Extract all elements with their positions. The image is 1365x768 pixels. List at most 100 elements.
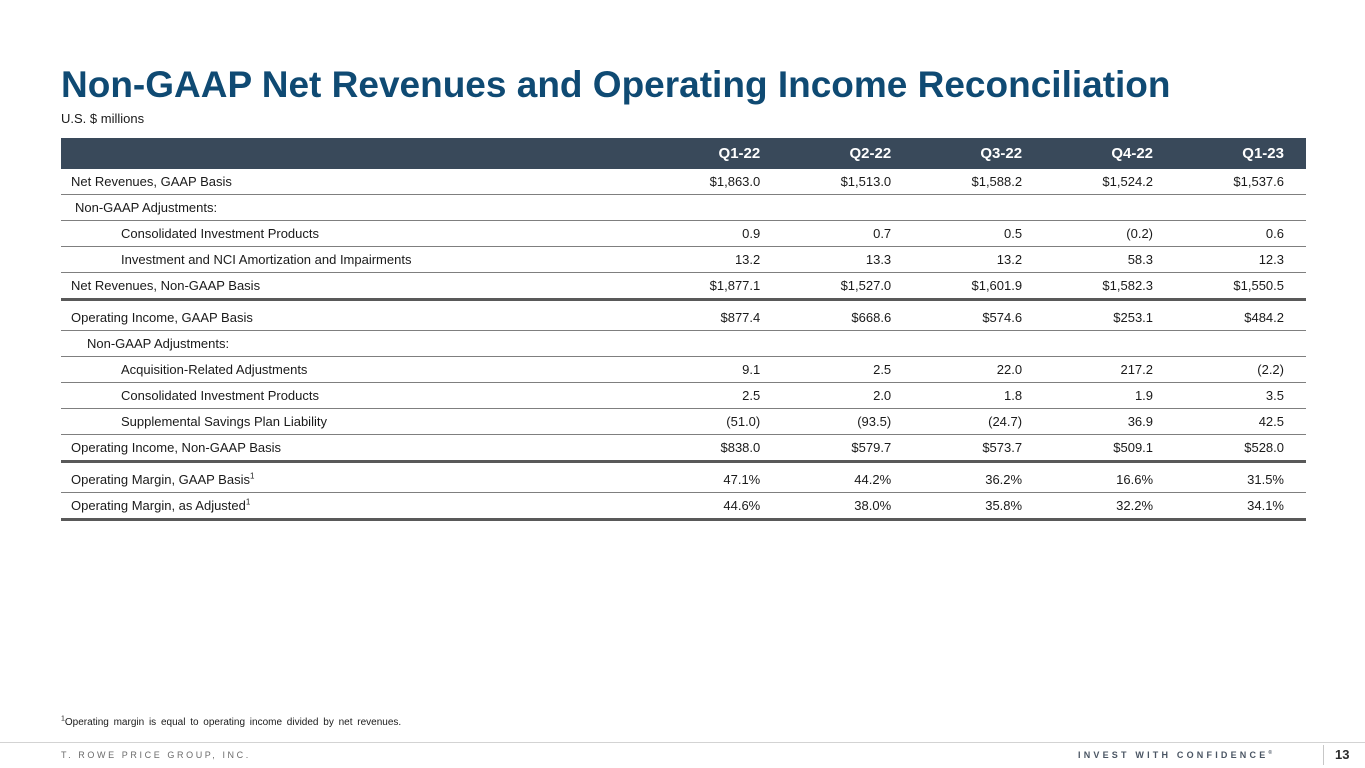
table-cell: 16.6% xyxy=(1044,461,1176,493)
column-header: Q2-22 xyxy=(782,138,914,169)
table-cell xyxy=(782,330,914,357)
company-name: T. ROWE PRICE GROUP, INC. xyxy=(61,750,251,760)
table-cell: $528.0 xyxy=(1175,434,1306,463)
table-cell: 58.3 xyxy=(1044,246,1176,273)
table-cell: 0.7 xyxy=(782,220,914,247)
row-label: Acquisition-Related Adjustments xyxy=(61,356,652,383)
table-cell: $484.2 xyxy=(1175,299,1306,331)
table-cell: $509.1 xyxy=(1044,434,1176,463)
registered-mark: ® xyxy=(1268,750,1273,756)
table-cell: 22.0 xyxy=(913,356,1045,383)
footer-divider xyxy=(0,742,1365,743)
page-subtitle: U.S. $ millions xyxy=(61,111,145,126)
table-cell: 13.3 xyxy=(782,246,914,273)
reconciliation-table: Q1-22 Q2-22 Q3-22 Q4-22 Q1-23 Net Revenu… xyxy=(61,138,1306,521)
table-cell: 12.3 xyxy=(1175,246,1306,273)
row-label: Operating Margin, as Adjusted1 xyxy=(61,492,652,521)
table-cell: $579.7 xyxy=(782,434,914,463)
footnote-marker: 1 xyxy=(61,715,65,723)
footnote-marker: 1 xyxy=(245,497,251,507)
table-row: Acquisition-Related Adjustments 9.1 2.5 … xyxy=(61,356,1306,383)
row-label: Operating Income, GAAP Basis xyxy=(61,299,652,331)
table-row: Operating Margin, GAAP Basis1 47.1% 44.2… xyxy=(61,461,1306,493)
table-cell: $1,601.9 xyxy=(913,272,1045,301)
table-cell: $838.0 xyxy=(651,434,783,463)
table-cell: $573.7 xyxy=(913,434,1045,463)
table-row: Non-GAAP Adjustments: xyxy=(61,194,1306,221)
column-header-label xyxy=(61,138,652,169)
table-cell: 13.2 xyxy=(913,246,1045,273)
footnote: 1Operating margin is equal to operating … xyxy=(61,715,402,728)
table-cell: $253.1 xyxy=(1044,299,1176,331)
table-cell: 44.2% xyxy=(782,461,914,493)
table-row-total: Operating Income, Non-GAAP Basis $838.0 … xyxy=(61,434,1306,463)
page-title: Non-GAAP Net Revenues and Operating Inco… xyxy=(61,64,1171,105)
column-header: Q1-23 xyxy=(1175,138,1306,169)
table-row: Supplemental Savings Plan Liability (51.… xyxy=(61,408,1306,435)
table-cell: (0.2) xyxy=(1044,220,1176,247)
table-cell xyxy=(1175,194,1306,221)
page-number: 13 xyxy=(1335,747,1350,762)
table-cell: 36.2% xyxy=(913,461,1045,493)
row-label-text: Operating Margin, GAAP Basis xyxy=(71,472,250,487)
row-label: Investment and NCI Amortization and Impa… xyxy=(61,246,652,273)
table-cell: $1,527.0 xyxy=(782,272,914,301)
table-row: Operating Income, GAAP Basis $877.4 $668… xyxy=(61,299,1306,331)
table-cell: 0.9 xyxy=(651,220,783,247)
table-cell: $1,877.1 xyxy=(651,272,783,301)
column-header: Q3-22 xyxy=(913,138,1045,169)
table-cell xyxy=(651,330,783,357)
table-cell: 1.9 xyxy=(1044,382,1176,409)
table-cell: 34.1% xyxy=(1175,492,1306,521)
row-label: Operating Margin, GAAP Basis1 xyxy=(61,461,652,493)
table-cell: $1,513.0 xyxy=(782,169,914,195)
footnote-marker: 1 xyxy=(249,471,255,481)
table-cell: 42.5 xyxy=(1175,408,1306,435)
table-row-total: Net Revenues, Non-GAAP Basis $1,877.1 $1… xyxy=(61,272,1306,301)
table-cell: (24.7) xyxy=(913,408,1045,435)
table-cell: 1.8 xyxy=(913,382,1045,409)
row-label-text: Operating Margin, as Adjusted xyxy=(71,498,246,513)
table-cell xyxy=(913,330,1045,357)
row-label: Non-GAAP Adjustments: xyxy=(61,194,652,221)
table-cell xyxy=(782,194,914,221)
table-row: Consolidated Investment Products 0.9 0.7… xyxy=(61,220,1306,247)
table-row: Investment and NCI Amortization and Impa… xyxy=(61,246,1306,273)
table-cell xyxy=(1175,330,1306,357)
row-label: Consolidated Investment Products xyxy=(61,220,652,247)
table-cell: (93.5) xyxy=(782,408,914,435)
table-header-row: Q1-22 Q2-22 Q3-22 Q4-22 Q1-23 xyxy=(61,138,1306,169)
table-cell: 35.8% xyxy=(913,492,1045,521)
table-cell: 0.6 xyxy=(1175,220,1306,247)
table-cell: $877.4 xyxy=(651,299,783,331)
footnote-text: Operating margin is equal to operating i… xyxy=(64,717,402,728)
table-cell: 9.1 xyxy=(651,356,783,383)
row-label: Consolidated Investment Products xyxy=(61,382,652,409)
table-cell: 36.9 xyxy=(1044,408,1176,435)
table-cell xyxy=(913,194,1045,221)
table-cell: 0.5 xyxy=(913,220,1045,247)
row-label: Net Revenues, GAAP Basis xyxy=(61,169,652,195)
row-label: Net Revenues, Non-GAAP Basis xyxy=(61,272,652,301)
table-cell: 3.5 xyxy=(1175,382,1306,409)
table-cell: $1,524.2 xyxy=(1044,169,1176,195)
table-cell: $1,537.6 xyxy=(1175,169,1306,195)
column-header: Q4-22 xyxy=(1044,138,1176,169)
table-row: Net Revenues, GAAP Basis $1,863.0 $1,513… xyxy=(61,169,1306,195)
table-cell: $668.6 xyxy=(782,299,914,331)
row-label: Operating Income, Non-GAAP Basis xyxy=(61,434,652,463)
table-cell: 38.0% xyxy=(782,492,914,521)
table-cell: 2.5 xyxy=(651,382,783,409)
table-cell: 217.2 xyxy=(1044,356,1176,383)
table-cell: $1,863.0 xyxy=(651,169,783,195)
brand-tagline: INVEST WITH CONFIDENCE® xyxy=(1078,750,1272,760)
table-cell: 47.1% xyxy=(651,461,783,493)
table-cell: (51.0) xyxy=(651,408,783,435)
table-cell: $1,550.5 xyxy=(1175,272,1306,301)
column-header: Q1-22 xyxy=(651,138,783,169)
table-cell: $1,582.3 xyxy=(1044,272,1176,301)
table-cell: 2.5 xyxy=(782,356,914,383)
table-row: Consolidated Investment Products 2.5 2.0… xyxy=(61,382,1306,409)
table-row-total: Operating Margin, as Adjusted1 44.6% 38.… xyxy=(61,492,1306,521)
table-cell xyxy=(1044,194,1176,221)
